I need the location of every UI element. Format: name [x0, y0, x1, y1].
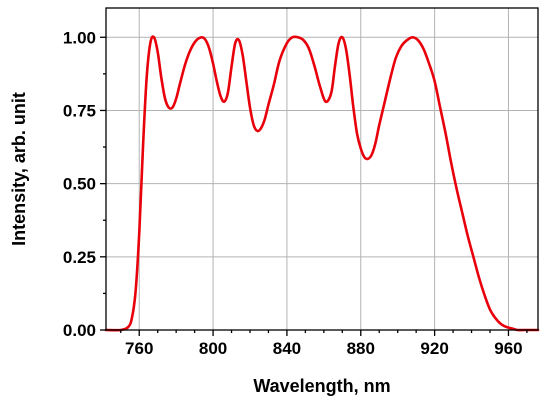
y-tick-label: 0.25 [63, 248, 96, 267]
grid-lines [106, 8, 538, 331]
y-tick-label: 1.00 [63, 28, 96, 47]
x-tick-label: 920 [420, 339, 448, 358]
axis-ticks [100, 36, 528, 336]
x-tick-label: 840 [273, 339, 301, 358]
x-tick-label: 800 [199, 339, 227, 358]
y-tick-label: 0.00 [63, 321, 96, 340]
x-axis-label: Wavelength, nm [253, 376, 390, 396]
y-tick-label: 0.50 [63, 175, 96, 194]
y-axis-label: Intensity, arb. unit [9, 92, 29, 246]
x-tick-label: 960 [494, 339, 522, 358]
spectrum-line [104, 35, 540, 332]
x-axis-tick-labels: 760 800 840 880 920 960 [125, 339, 523, 358]
y-axis-tick-labels: 0.00 0.25 0.50 0.75 1.00 [63, 28, 96, 340]
plot-frame [105, 7, 539, 331]
y-tick-label: 0.75 [63, 101, 96, 120]
x-tick-label: 880 [347, 339, 375, 358]
plot-area [104, 35, 540, 332]
x-tick-label: 760 [125, 339, 153, 358]
